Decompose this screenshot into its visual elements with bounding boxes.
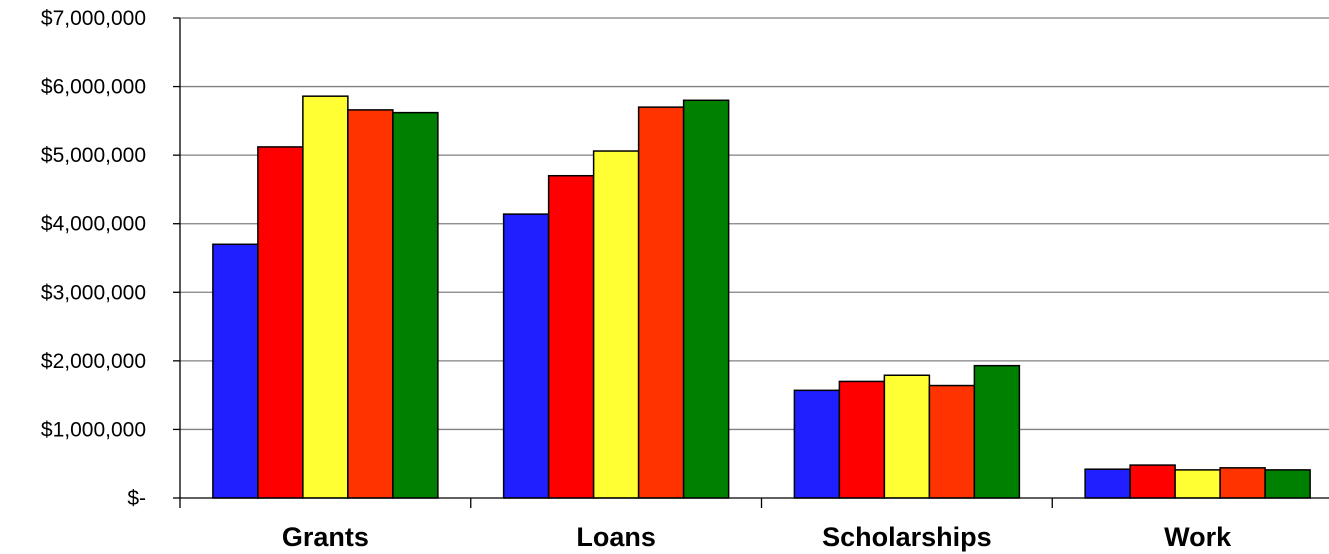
bar: [257, 146, 304, 499]
bar: [1264, 469, 1311, 499]
y-tick-label: $1,000,000: [41, 418, 146, 441]
axes: [173, 17, 1329, 508]
bar: [1174, 469, 1221, 499]
x-tick-label: Work: [1164, 522, 1232, 552]
bar: [1219, 467, 1266, 499]
bar: [838, 380, 886, 499]
y-tick-label: $2,000,000: [41, 350, 146, 373]
bar: [212, 243, 259, 499]
bar: [883, 374, 931, 499]
bars: [212, 95, 1311, 499]
bar: [547, 174, 595, 499]
bar: [1084, 468, 1131, 499]
bar: [793, 389, 841, 499]
bar: [592, 150, 640, 499]
bar: [1129, 464, 1176, 499]
x-axis-category-labels: Grants Loans Scholarships Work: [282, 522, 1232, 552]
y-tick-label: $6,000,000: [41, 76, 146, 99]
y-tick-label: $5,000,000: [41, 144, 146, 167]
bar: [302, 95, 349, 499]
bar: [347, 109, 394, 499]
bar: [973, 364, 1021, 499]
y-tick-label: $-: [127, 487, 146, 510]
bar: [637, 106, 685, 499]
bar: [392, 111, 439, 499]
x-tick-label: Grants: [282, 522, 369, 552]
x-tick-label: Scholarships: [822, 522, 992, 552]
y-tick-label: $3,000,000: [41, 281, 146, 304]
bar: [682, 99, 730, 499]
y-axis-tick-labels: $- $1,000,000 $2,000,000 $3,000,000 $4,000,0…: [41, 7, 146, 510]
y-tick-label: $7,000,000: [41, 7, 146, 30]
y-tick-label: $4,000,000: [41, 213, 146, 236]
x-tick-label: Loans: [576, 522, 656, 552]
bar: [928, 384, 976, 499]
bar: [502, 213, 550, 499]
